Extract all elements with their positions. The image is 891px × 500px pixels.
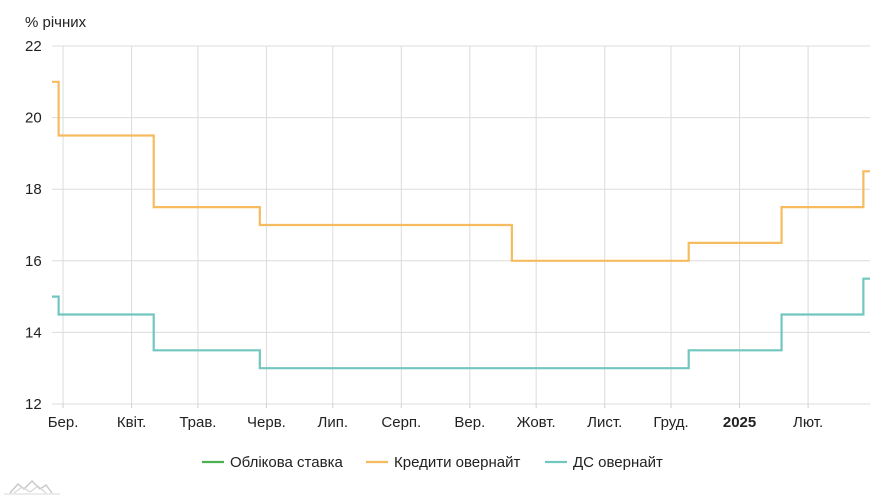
y-tick-label: 20	[25, 110, 42, 127]
x-tick-label: Квіт.	[117, 414, 146, 431]
x-tick-label: Бер.	[48, 414, 79, 431]
legend-label: Кредити овернайт	[394, 454, 520, 471]
legend-label: Облікова ставка	[230, 454, 343, 471]
series-line-2	[52, 277, 870, 370]
legend: Облікова ставка Кредити овернайт ДС оверна…	[202, 454, 663, 471]
x-tick-label: Черв.	[247, 414, 286, 431]
legend-label: ДС овернайт	[573, 454, 663, 471]
y-axis-label: % річних	[25, 14, 87, 31]
y-axis-ticks: 12 14 16 18 20 22	[25, 38, 42, 413]
y-tick-label: 18	[25, 181, 42, 198]
x-tick-label: Лист.	[587, 414, 622, 431]
y-tick-label: 22	[25, 38, 42, 55]
series-line-1	[52, 80, 870, 262]
y-tick-label: 14	[25, 324, 42, 341]
x-tick-label: Вер.	[454, 414, 485, 431]
x-tick-label: Жовт.	[517, 414, 556, 431]
legend-item-1[interactable]: Кредити овернайт	[366, 454, 520, 471]
watermark-logo-icon	[4, 480, 60, 495]
y-tick-label: 12	[25, 396, 42, 413]
x-tick-label: Груд.	[653, 414, 688, 431]
grid	[52, 45, 870, 408]
x-tick-label: Лют.	[793, 414, 823, 431]
y-tick-label: 16	[25, 253, 42, 270]
x-tick-label: Трав.	[179, 414, 216, 431]
x-axis-ticks: Бер. Квіт. Трав. Черв. Лип. Серп. Вер. Жовт. Лис…	[48, 414, 823, 431]
x-tick-label: Лип.	[318, 414, 349, 431]
series-lines	[52, 80, 870, 370]
x-tick-label: 2025	[723, 414, 756, 431]
legend-item-2[interactable]: ДС овернайт	[545, 454, 663, 471]
x-tick-label: Серп.	[381, 414, 421, 431]
legend-item-0[interactable]: Облікова ставка	[202, 454, 343, 471]
